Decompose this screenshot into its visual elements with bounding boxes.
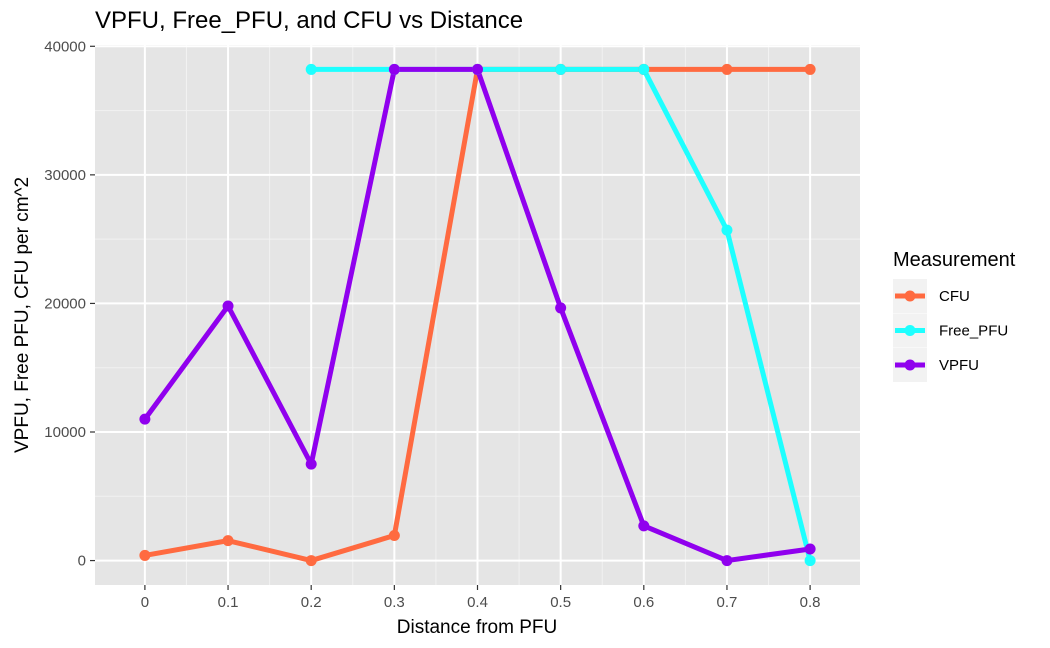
x-tick-label: 0.6 bbox=[633, 594, 654, 611]
data-point-cfu bbox=[139, 549, 151, 561]
y-tick-label: 40000 bbox=[44, 38, 86, 55]
legend-label: CFU bbox=[939, 288, 970, 305]
y-tick-label: 10000 bbox=[44, 424, 86, 441]
data-point-cfu bbox=[222, 535, 234, 547]
data-point-free-pfu bbox=[804, 555, 816, 567]
data-point-free-pfu bbox=[721, 224, 733, 236]
data-point-free-pfu bbox=[555, 63, 567, 75]
legend-item-cfu: CFU bbox=[893, 279, 970, 313]
x-tick-label: 0 bbox=[141, 594, 149, 611]
series-points bbox=[139, 63, 816, 567]
x-tick-label: 0.1 bbox=[218, 594, 239, 611]
y-tick-label: 0 bbox=[78, 553, 86, 570]
y-tick-label: 20000 bbox=[44, 295, 86, 312]
legend-item-vpfu: VPFU bbox=[893, 348, 979, 382]
legend-label: Free_PFU bbox=[939, 323, 1008, 340]
x-tick-label: 0.8 bbox=[800, 594, 821, 611]
legend-key-point bbox=[904, 325, 916, 336]
legend-label: VPFU bbox=[939, 357, 979, 374]
data-point-cfu bbox=[388, 530, 400, 541]
data-point-vpfu bbox=[721, 555, 733, 567]
data-point-vpfu bbox=[638, 520, 650, 532]
data-point-vpfu bbox=[222, 300, 234, 312]
legend-items: CFU Free_PFU VPFU bbox=[893, 279, 1008, 382]
legend: Measurement CFU Free_PFU VPFU bbox=[893, 249, 1016, 382]
data-point-vpfu bbox=[139, 413, 151, 425]
data-point-vpfu bbox=[555, 302, 567, 314]
x-tick-label: 0.3 bbox=[384, 594, 405, 611]
y-tick-label: 30000 bbox=[44, 167, 86, 184]
chart-title: VPFU, Free_PFU, and CFU vs Distance bbox=[95, 7, 523, 34]
data-point-cfu bbox=[804, 63, 816, 75]
legend-item-free-pfu: Free_PFU bbox=[893, 313, 1008, 348]
data-point-free-pfu bbox=[305, 63, 317, 75]
y-tick-labels: 0 10000 20000 30000 40000 bbox=[44, 38, 86, 569]
grid-major bbox=[95, 45, 860, 585]
x-tick-label: 0.4 bbox=[467, 594, 488, 611]
data-point-vpfu bbox=[305, 458, 317, 470]
x-tick-label: 0.2 bbox=[301, 594, 322, 611]
x-tick-label: 0.7 bbox=[717, 594, 738, 611]
data-point-free-pfu bbox=[638, 63, 650, 75]
data-point-cfu bbox=[305, 555, 317, 567]
y-axis-title: VPFU, Free PFU, CFU per cm^2 bbox=[12, 177, 33, 453]
data-point-cfu bbox=[721, 63, 733, 75]
data-point-vpfu bbox=[388, 63, 400, 75]
legend-title: Measurement bbox=[893, 249, 1016, 271]
legend-key-point bbox=[904, 290, 916, 302]
axis-ticks bbox=[90, 45, 811, 590]
x-tick-labels: 0 0.1 0.2 0.3 0.4 0.5 0.6 0.7 0.8 bbox=[141, 594, 821, 611]
data-point-vpfu bbox=[472, 63, 483, 75]
data-point-vpfu bbox=[804, 543, 816, 555]
legend-key-point bbox=[904, 359, 916, 371]
x-axis-title: Distance from PFU bbox=[397, 617, 557, 638]
x-tick-label: 0.5 bbox=[550, 594, 571, 611]
